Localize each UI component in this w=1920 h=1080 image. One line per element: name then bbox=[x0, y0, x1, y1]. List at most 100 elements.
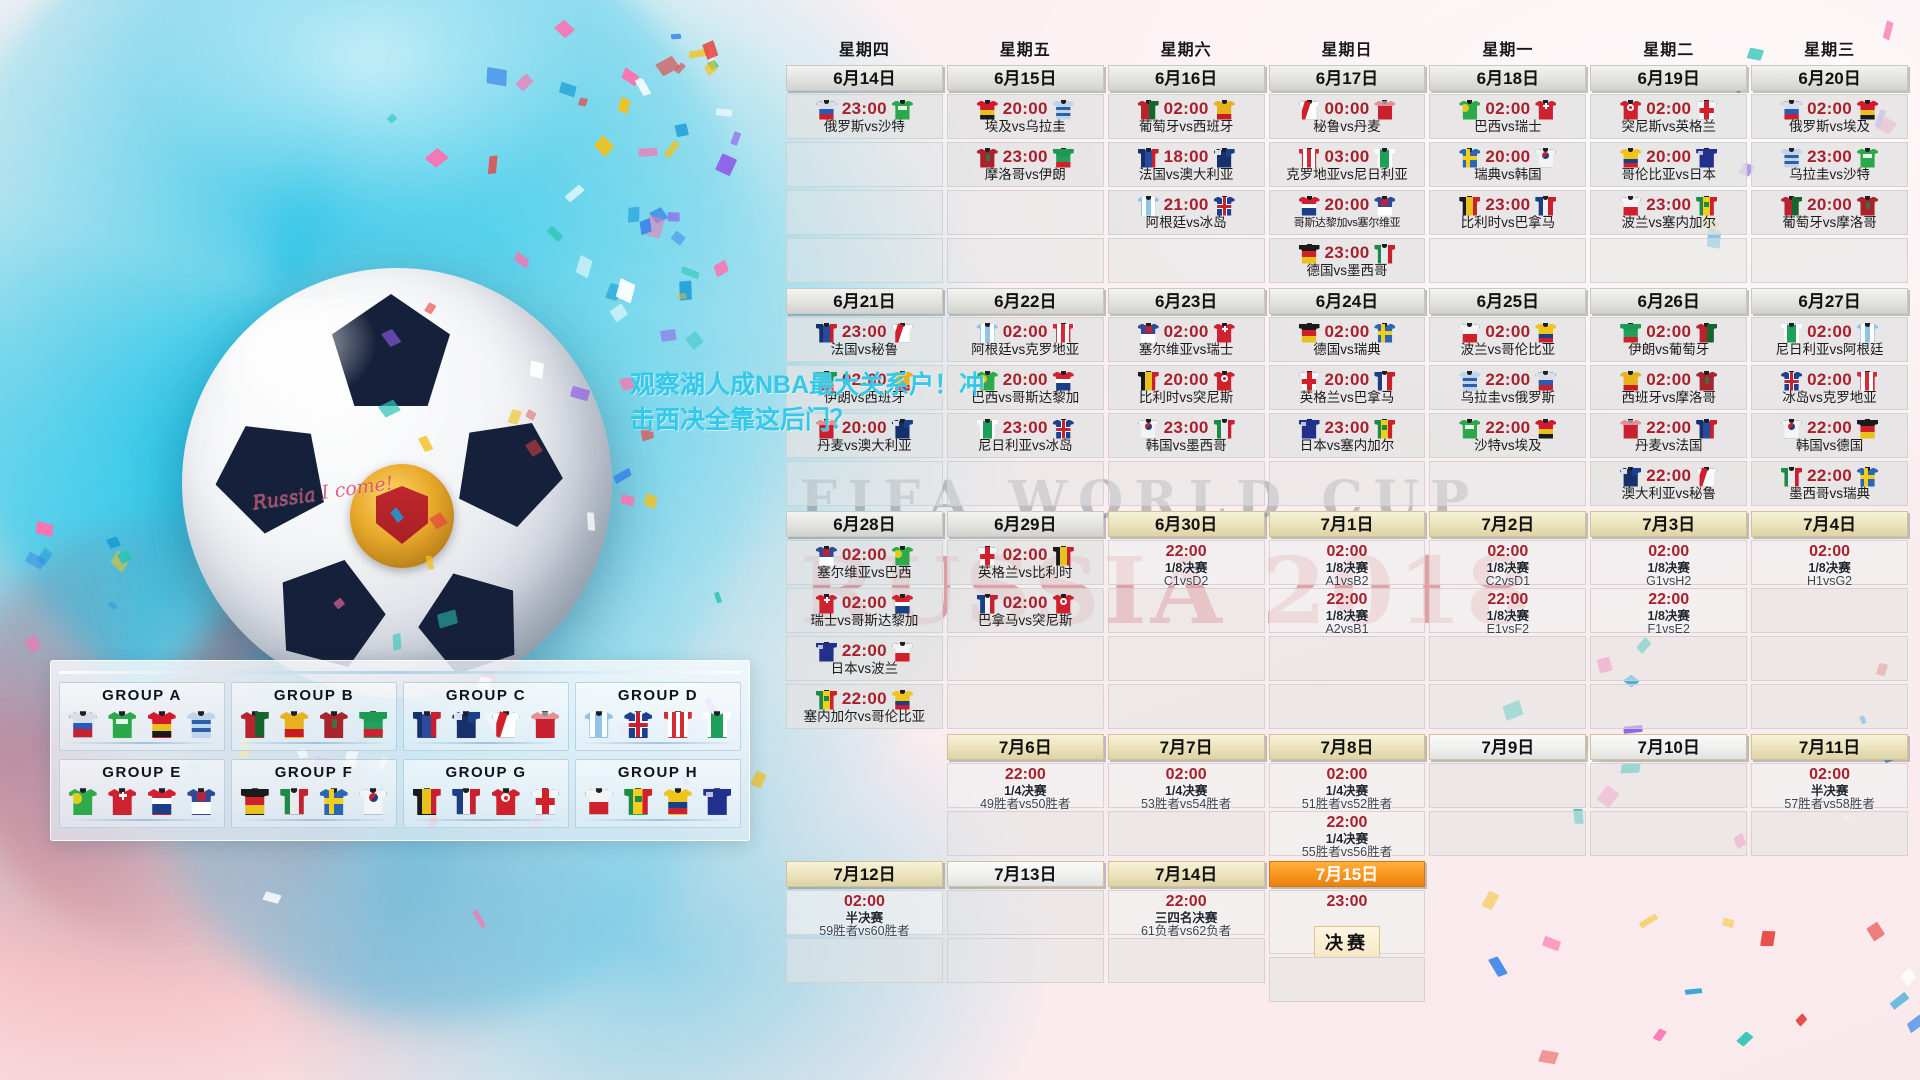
match-cell[interactable]: 20:00 哥斯达黎加vs塞尔维亚 bbox=[1268, 190, 1426, 235]
date-header[interactable]: 7月9日 bbox=[1429, 734, 1587, 760]
group-box-e[interactable]: GROUP E bbox=[59, 759, 225, 828]
match-cell[interactable]: 23:00 法国vs秘鲁 bbox=[786, 317, 943, 362]
match-cell[interactable]: 02:00 西班牙vs摩洛哥 bbox=[1590, 365, 1748, 410]
date-header[interactable]: 6月17日 bbox=[1268, 65, 1426, 91]
group-box-a[interactable]: GROUP A bbox=[59, 682, 225, 751]
date-header[interactable]: 7月7日 bbox=[1107, 734, 1265, 760]
date-header[interactable]: 7月14日 bbox=[1107, 861, 1265, 887]
date-header[interactable]: 6月18日 bbox=[1429, 65, 1587, 91]
group-box-h[interactable]: GROUP H bbox=[575, 759, 741, 828]
knockout-match-cell[interactable]: 02:00 1/8决赛 C2vsD1 bbox=[1429, 540, 1587, 588]
match-cell[interactable]: 02:00 巴西vs瑞士 bbox=[1429, 94, 1587, 139]
match-cell[interactable]: 02:00 波兰vs哥伦比亚 bbox=[1429, 317, 1587, 362]
date-header[interactable]: 7月4日 bbox=[1751, 511, 1908, 537]
match-cell[interactable]: 22:00 沙特vs埃及 bbox=[1429, 413, 1587, 458]
match-cell[interactable]: 20:00 埃及vs乌拉圭 bbox=[946, 94, 1104, 139]
knockout-match-cell[interactable]: 22:00 1/8决赛 C1vsD2 bbox=[1107, 540, 1265, 588]
match-cell[interactable]: 00:00 秘鲁vs丹麦 bbox=[1268, 94, 1426, 139]
match-cell[interactable]: 22:00 墨西哥vs瑞典 bbox=[1751, 461, 1908, 506]
match-cell[interactable]: 23:00 日本vs塞内加尔 bbox=[1268, 413, 1426, 458]
group-box-f[interactable]: GROUP F bbox=[231, 759, 397, 828]
knockout-match-cell[interactable]: 22:00 三四名决赛 61负者vs62负者 bbox=[1107, 890, 1265, 938]
match-cell[interactable]: 20:00 丹麦vs澳大利亚 bbox=[786, 413, 943, 458]
date-header[interactable]: 6月21日 bbox=[786, 288, 943, 314]
match-cell[interactable]: 20:00 巴西vs哥斯达黎加 bbox=[946, 365, 1104, 410]
date-header[interactable]: 6月27日 bbox=[1751, 288, 1908, 314]
date-header[interactable]: 6月29日 bbox=[946, 511, 1104, 537]
match-cell[interactable]: 02:00 德国vs瑞典 bbox=[1268, 317, 1426, 362]
date-header[interactable]: 6月22日 bbox=[946, 288, 1104, 314]
date-header[interactable]: 6月14日 bbox=[786, 65, 943, 91]
knockout-match-cell[interactable]: 02:00 1/8决赛 G1vsH2 bbox=[1590, 540, 1748, 588]
date-header[interactable]: 7月13日 bbox=[946, 861, 1104, 887]
match-cell[interactable]: 02:00 塞尔维亚vs瑞士 bbox=[1107, 317, 1265, 362]
match-cell[interactable]: 20:00 英格兰vs巴拿马 bbox=[1268, 365, 1426, 410]
match-cell[interactable]: 20:00 比利时vs突尼斯 bbox=[1107, 365, 1265, 410]
date-header[interactable]: 7月10日 bbox=[1590, 734, 1748, 760]
match-cell[interactable]: 22:00 塞内加尔vs哥伦比亚 bbox=[786, 684, 943, 729]
match-cell[interactable]: 23:00 比利时vs巴拿马 bbox=[1429, 190, 1587, 235]
date-header[interactable]: 6月20日 bbox=[1751, 65, 1908, 91]
match-cell[interactable]: 02:00 英格兰vs比利时 bbox=[946, 540, 1104, 585]
match-cell[interactable]: 22:00 日本vs波兰 bbox=[786, 636, 943, 681]
match-cell[interactable]: 21:00 阿根廷vs冰岛 bbox=[1107, 190, 1265, 235]
match-cell[interactable]: 22:00 韩国vs德国 bbox=[1751, 413, 1908, 458]
date-header[interactable]: 6月28日 bbox=[786, 511, 943, 537]
knockout-match-cell[interactable]: 22:00 1/8决赛 E1vsF2 bbox=[1429, 588, 1587, 636]
match-cell[interactable]: 02:00 阿根廷vs克罗地亚 bbox=[946, 317, 1104, 362]
group-box-b[interactable]: GROUP B bbox=[231, 682, 397, 751]
knockout-match-cell[interactable]: 02:00 1/8决赛 A1vsB2 bbox=[1268, 540, 1426, 588]
date-header[interactable]: 6月24日 bbox=[1268, 288, 1426, 314]
date-header[interactable]: 6月30日 bbox=[1107, 511, 1265, 537]
match-cell[interactable]: 18:00 法国vs澳大利亚 bbox=[1107, 142, 1265, 187]
knockout-match-cell[interactable]: 22:00 1/4决赛 49胜者vs50胜者 bbox=[946, 763, 1104, 811]
date-header[interactable]: 6月25日 bbox=[1429, 288, 1587, 314]
match-cell[interactable]: 02:00 葡萄牙vs西班牙 bbox=[1107, 94, 1265, 139]
date-header[interactable]: 7月11日 bbox=[1751, 734, 1908, 760]
date-header[interactable]: 7月6日 bbox=[946, 734, 1104, 760]
match-cell[interactable]: 02:00 伊朗vs西班牙 bbox=[786, 365, 943, 410]
match-cell[interactable]: 02:00 尼日利亚vs阿根廷 bbox=[1751, 317, 1908, 362]
match-cell[interactable]: 22:00 丹麦vs法国 bbox=[1590, 413, 1748, 458]
knockout-match-cell[interactable]: 02:00 1/4决赛 53胜者vs54胜者 bbox=[1107, 763, 1265, 811]
match-cell[interactable]: 02:00 塞尔维亚vs巴西 bbox=[786, 540, 943, 585]
match-cell[interactable]: 23:00 俄罗斯vs沙特 bbox=[786, 94, 943, 139]
group-box-g[interactable]: GROUP G bbox=[403, 759, 569, 828]
knockout-match-cell[interactable]: 02:00 1/8决赛 H1vsG2 bbox=[1751, 540, 1908, 588]
match-cell[interactable]: 22:00 澳大利亚vs秘鲁 bbox=[1590, 461, 1748, 506]
match-cell[interactable]: 23:00 波兰vs塞内加尔 bbox=[1590, 190, 1748, 235]
knockout-match-cell[interactable]: 02:00 1/4决赛 51胜者vs52胜者 bbox=[1268, 763, 1426, 811]
match-cell[interactable]: 23:00 摩洛哥vs伊朗 bbox=[946, 142, 1104, 187]
date-header[interactable]: 7月1日 bbox=[1268, 511, 1426, 537]
match-cell[interactable]: 20:00 葡萄牙vs摩洛哥 bbox=[1751, 190, 1908, 235]
match-cell[interactable]: 02:00 伊朗vs葡萄牙 bbox=[1590, 317, 1748, 362]
date-header[interactable]: 6月23日 bbox=[1107, 288, 1265, 314]
knockout-match-cell[interactable]: 22:00 1/4决赛 55胜者vs56胜者 bbox=[1268, 811, 1426, 859]
knockout-match-cell[interactable]: 02:00 半决赛 59胜者vs60胜者 bbox=[786, 890, 943, 938]
match-cell[interactable]: 20:00 哥伦比亚vs日本 bbox=[1590, 142, 1748, 187]
match-cell[interactable]: 02:00 突尼斯vs英格兰 bbox=[1590, 94, 1748, 139]
match-cell[interactable]: 02:00 俄罗斯vs埃及 bbox=[1751, 94, 1908, 139]
match-cell[interactable]: 02:00 巴拿马vs突尼斯 bbox=[946, 588, 1104, 633]
date-header[interactable]: 7月2日 bbox=[1429, 511, 1587, 537]
match-cell[interactable]: 23:00 韩国vs墨西哥 bbox=[1107, 413, 1265, 458]
date-header[interactable]: 6月19日 bbox=[1590, 65, 1748, 91]
knockout-match-cell[interactable]: 22:00 1/8决赛 A2vsB1 bbox=[1268, 588, 1426, 636]
match-cell[interactable]: 03:00 克罗地亚vs尼日利亚 bbox=[1268, 142, 1426, 187]
final-match-cell[interactable]: 23:00 决赛 bbox=[1268, 890, 1426, 958]
date-header[interactable]: 6月16日 bbox=[1107, 65, 1265, 91]
group-box-c[interactable]: GROUP C bbox=[403, 682, 569, 751]
match-cell[interactable]: 23:00 德国vs墨西哥 bbox=[1268, 238, 1426, 283]
match-cell[interactable]: 22:00 乌拉圭vs俄罗斯 bbox=[1429, 365, 1587, 410]
date-header[interactable]: 7月3日 bbox=[1590, 511, 1748, 537]
date-header[interactable]: 7月8日 bbox=[1268, 734, 1426, 760]
date-header[interactable]: 6月26日 bbox=[1590, 288, 1748, 314]
match-cell[interactable]: 23:00 乌拉圭vs沙特 bbox=[1751, 142, 1908, 187]
match-cell[interactable]: 02:00 冰岛vs克罗地亚 bbox=[1751, 365, 1908, 410]
date-header[interactable]: 7月12日 bbox=[786, 861, 943, 887]
group-box-d[interactable]: GROUP D bbox=[575, 682, 741, 751]
match-cell[interactable]: 23:00 尼日利亚vs冰岛 bbox=[946, 413, 1104, 458]
knockout-match-cell[interactable]: 02:00 半决赛 57胜者vs58胜者 bbox=[1751, 763, 1908, 811]
match-cell[interactable]: 02:00 瑞士vs哥斯达黎加 bbox=[786, 588, 943, 633]
knockout-match-cell[interactable]: 22:00 1/8决赛 F1vsE2 bbox=[1590, 588, 1748, 636]
